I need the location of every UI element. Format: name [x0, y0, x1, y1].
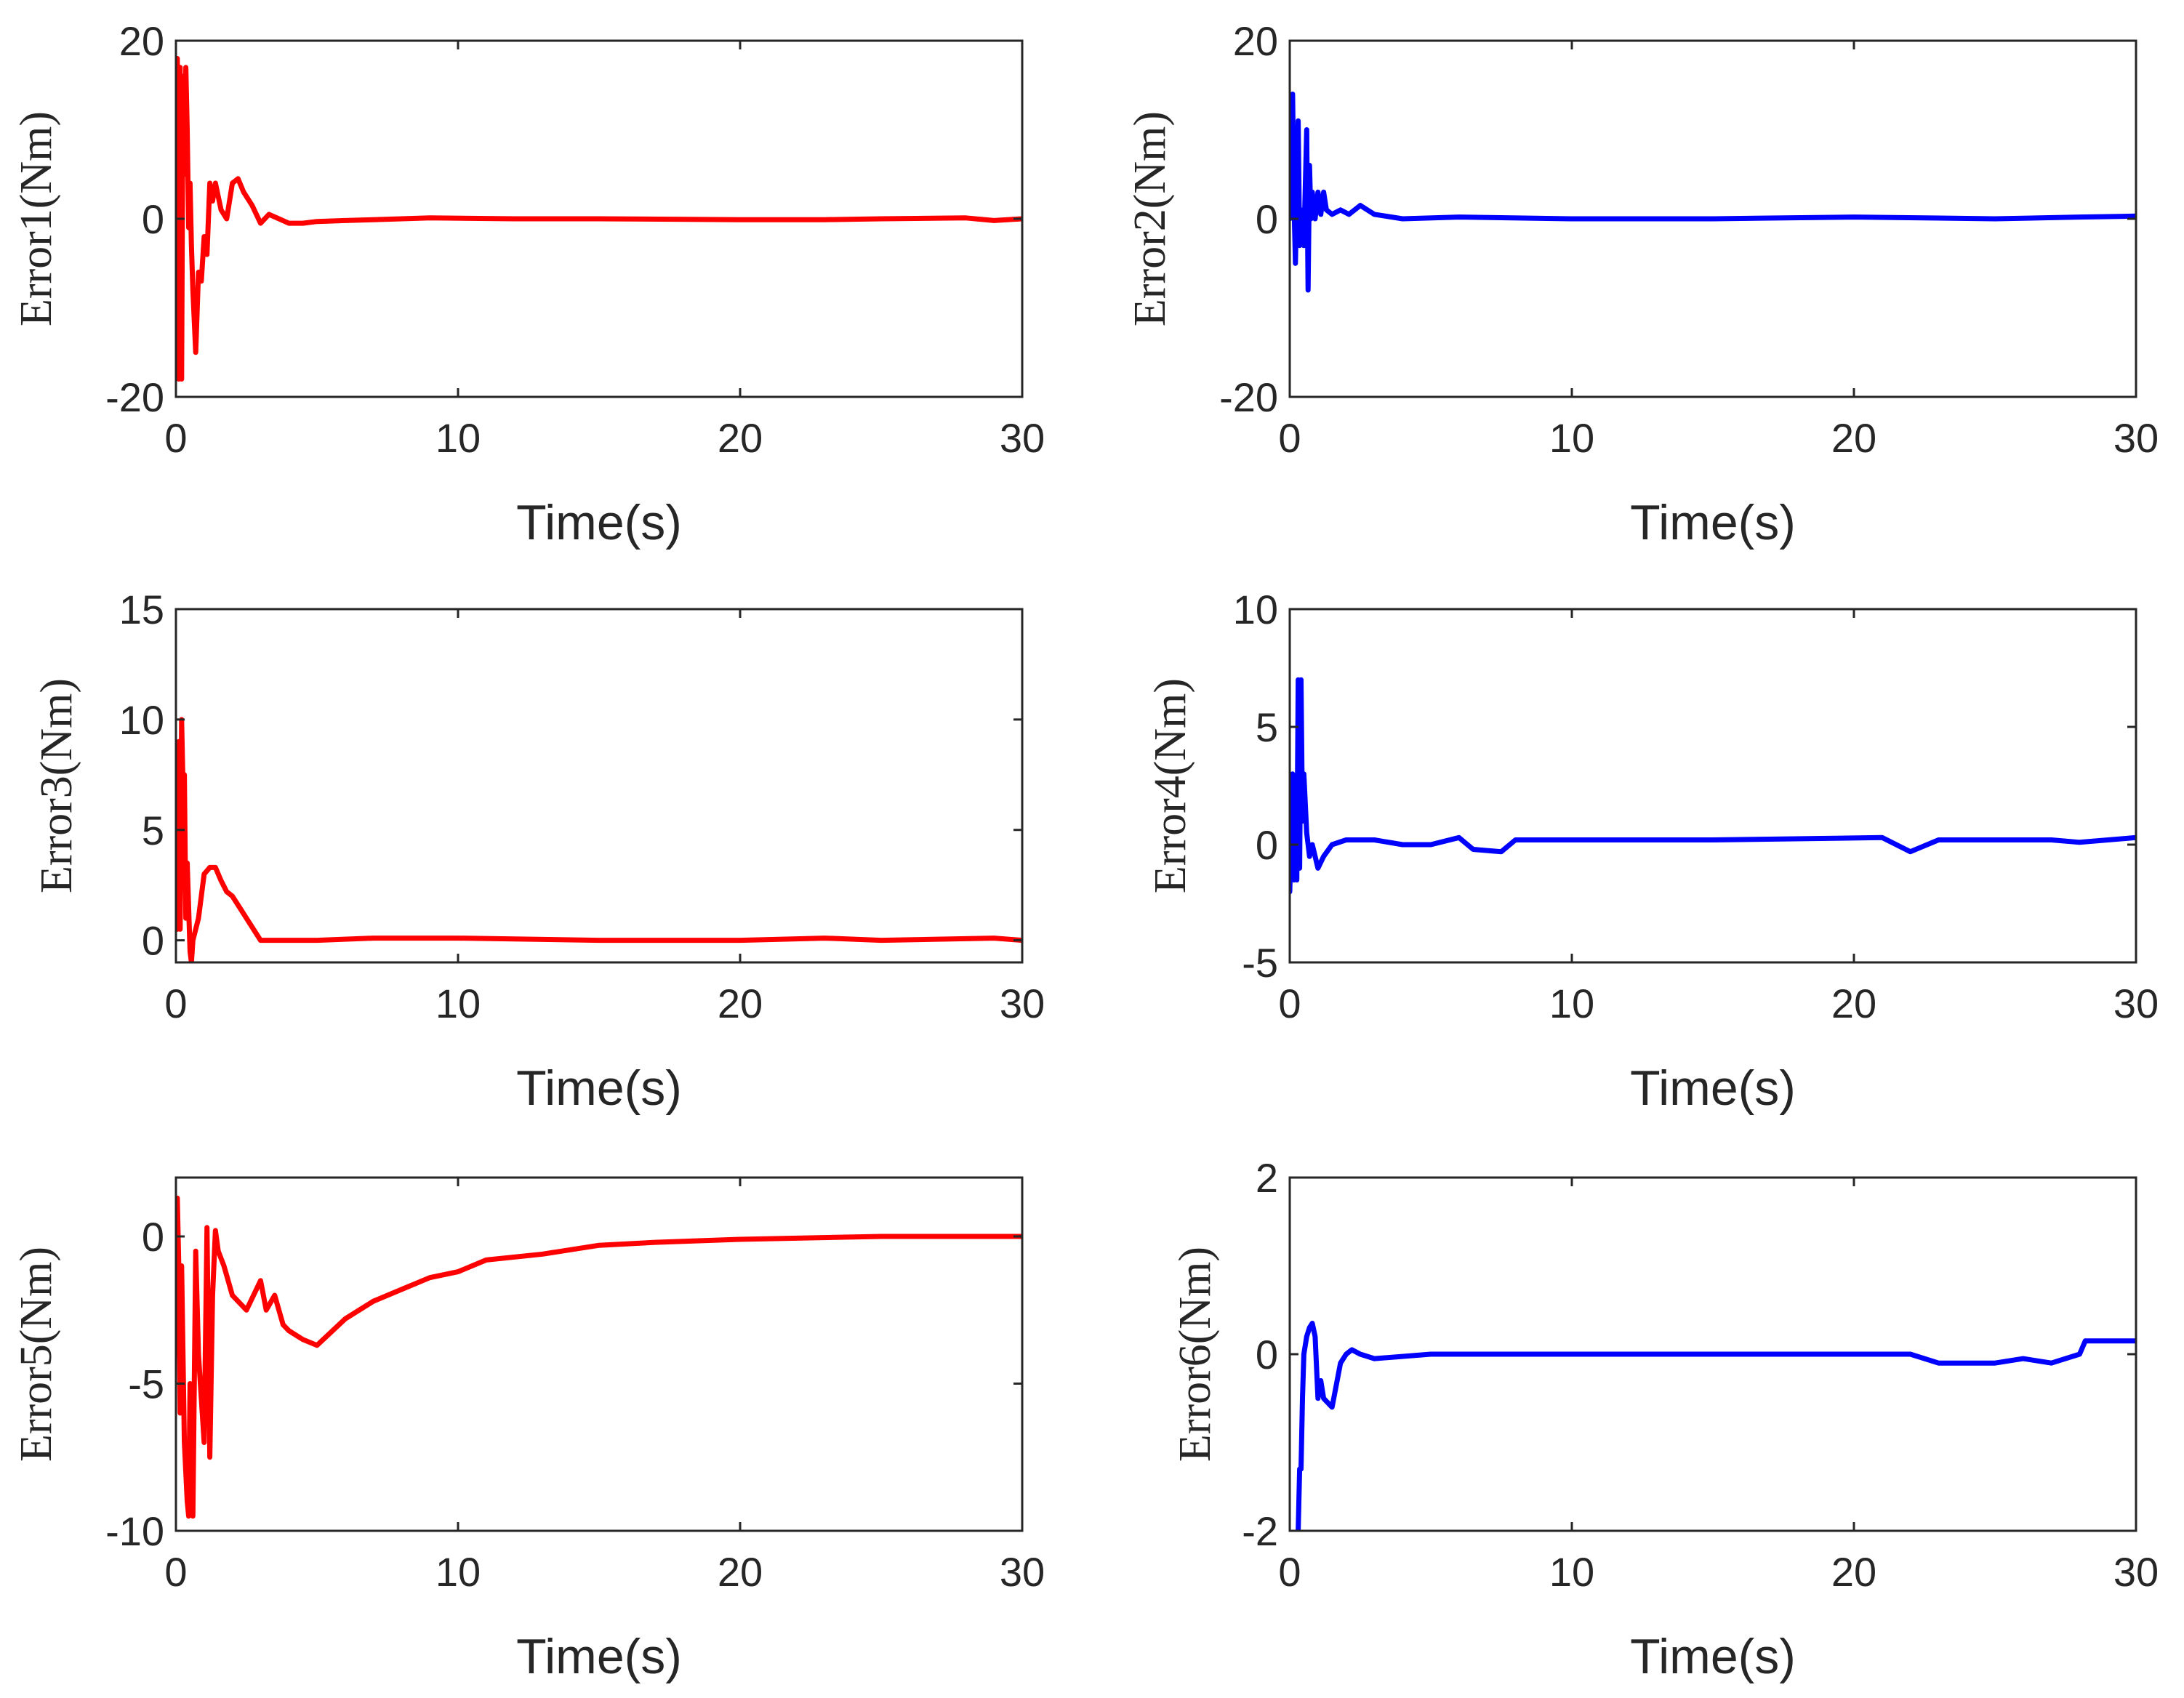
y-axis-title: Error2(Nm) — [1125, 111, 1175, 326]
y-tick-label: 5 — [142, 808, 164, 853]
x-tick-label: 0 — [164, 981, 187, 1026]
y-tick-label: 0 — [142, 196, 164, 242]
x-tick-label: 10 — [1549, 1549, 1594, 1595]
plot-frame — [174, 608, 1024, 964]
x-tick-label: 20 — [1831, 415, 1876, 461]
series-line-error5 — [176, 1195, 1022, 1519]
y-tick-label: 5 — [1256, 704, 1278, 750]
x-tick-label: 20 — [1831, 981, 1876, 1026]
y-tick-label: 0 — [142, 1214, 164, 1260]
x-axis-title: Time(s) — [1630, 1061, 1796, 1116]
x-axis-title: Time(s) — [516, 1629, 682, 1684]
y-tick-label: 15 — [119, 587, 164, 632]
x-tick-label: 30 — [2113, 981, 2159, 1026]
series-line-error2 — [1290, 92, 2136, 293]
y-tick-label: -5 — [1242, 940, 1278, 986]
series-line-error4 — [1290, 677, 2136, 895]
y-tick-label: 20 — [119, 18, 164, 64]
y-tick-label: 10 — [119, 697, 164, 743]
y-axis-title: Error4(Nm) — [1146, 678, 1195, 893]
y-tick-label: -5 — [128, 1361, 164, 1407]
subplot-3: 0 10 20 30 0 5 10 15 Time(s) Error3(Nm) — [32, 587, 1045, 1116]
y-tick-label: -2 — [1242, 1508, 1278, 1554]
subplot-5: 0 10 20 30 -10 -5 0 Time(s) Error5(Nm) — [12, 1176, 1045, 1684]
x-tick-label: 20 — [718, 981, 763, 1026]
series-line-error6 — [1296, 1321, 2136, 1531]
x-tick-label: 10 — [1549, 981, 1594, 1026]
y-tick-label: 0 — [1256, 196, 1278, 242]
x-tick-label: 0 — [1278, 1549, 1301, 1595]
x-tick-label: 30 — [1000, 1549, 1045, 1595]
plot-frame — [1288, 608, 2137, 964]
x-tick-label: 30 — [2113, 415, 2159, 461]
series-line-error3 — [176, 717, 1022, 962]
x-axis-title: Time(s) — [516, 495, 682, 550]
x-tick-label: 0 — [164, 1549, 187, 1595]
y-tick-label: 0 — [1256, 822, 1278, 868]
series-line-error1 — [176, 56, 1022, 382]
x-tick-label: 10 — [435, 415, 481, 461]
y-tick-label: -20 — [105, 374, 164, 420]
x-tick-label: 10 — [435, 1549, 481, 1595]
y-tick-label: 10 — [1233, 587, 1278, 632]
y-axis-title: Error1(Nm) — [12, 111, 61, 326]
plot-frame — [174, 1176, 1024, 1532]
x-tick-label: 0 — [1278, 415, 1301, 461]
x-axis-title: Time(s) — [1630, 495, 1796, 550]
x-tick-label: 0 — [164, 415, 187, 461]
y-axis-title: Error6(Nm) — [1171, 1247, 1220, 1462]
x-tick-label: 20 — [718, 415, 763, 461]
y-tick-label: 0 — [1256, 1332, 1278, 1377]
y-tick-label: 20 — [1233, 18, 1278, 64]
x-axis-title: Time(s) — [1630, 1629, 1796, 1684]
y-tick-label: 2 — [1256, 1155, 1278, 1201]
x-tick-label: 10 — [1549, 415, 1594, 461]
x-tick-label: 20 — [718, 1549, 763, 1595]
y-tick-label: 0 — [142, 918, 164, 964]
x-axis-title: Time(s) — [516, 1061, 682, 1116]
x-tick-label: 0 — [1278, 981, 1301, 1026]
x-tick-label: 30 — [1000, 415, 1045, 461]
x-tick-label: 10 — [435, 981, 481, 1026]
x-tick-label: 30 — [1000, 981, 1045, 1026]
y-axis-title: Error3(Nm) — [32, 678, 81, 893]
x-tick-label: 30 — [2113, 1549, 2159, 1595]
y-tick-label: -10 — [105, 1508, 164, 1554]
x-tick-label: 20 — [1831, 1549, 1876, 1595]
y-axis-title: Error5(Nm) — [12, 1247, 61, 1462]
y-tick-label: -20 — [1219, 374, 1278, 420]
